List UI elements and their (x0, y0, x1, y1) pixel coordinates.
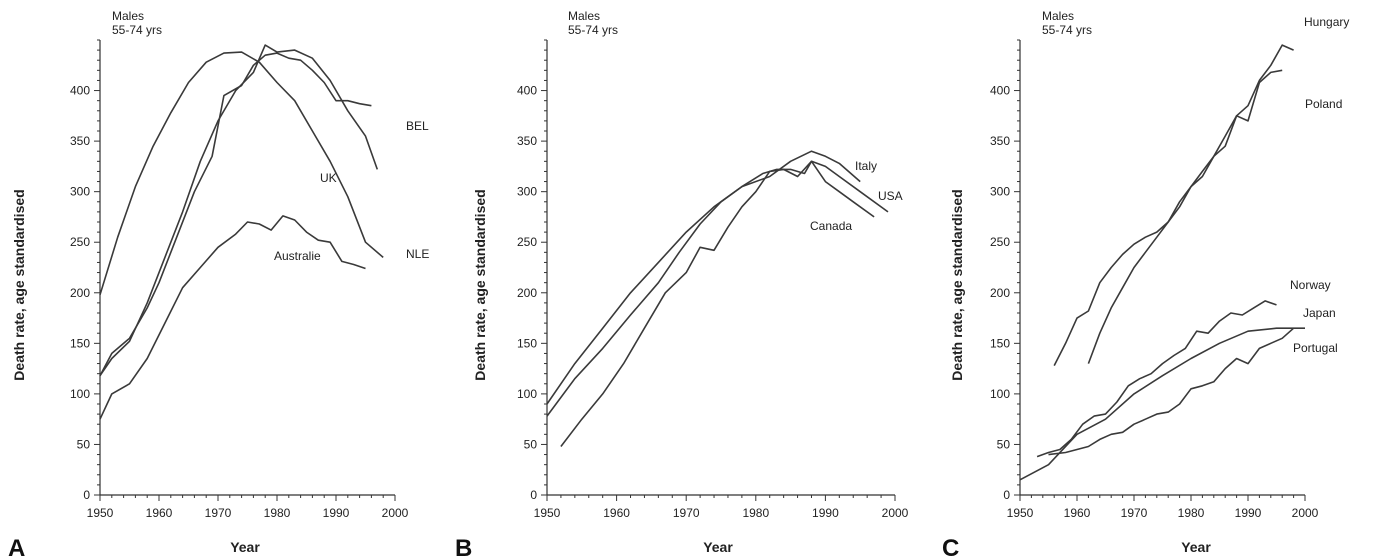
y-tick-label: 300 (517, 185, 537, 199)
y-tick-label: 50 (997, 437, 1011, 451)
y-axis-title: Death rate, age standardised (949, 189, 965, 380)
x-axis-title: Year (230, 539, 260, 555)
y-axis-title: Death rate, age standardised (11, 189, 27, 380)
y-tick-label: 350 (990, 134, 1010, 148)
panel-annotation-line: 55-74 yrs (1042, 23, 1092, 37)
series-label-portugal: Portugal (1293, 341, 1338, 355)
series-line-usa (546, 160, 889, 417)
series-line-canada (560, 160, 875, 447)
chart-panel-c: 0 50 100 150 200 250 300 350 400 1950 1960 1970 1980… (942, 9, 1349, 558)
chart-panel-a: 0 50 100 150 200 250 300 350 400 1950 1960 1970 1980… (8, 9, 429, 558)
panel-letter: C (942, 535, 959, 558)
y-tick-label: 200 (70, 286, 90, 300)
series-label-norway: Norway (1290, 278, 1331, 292)
chart-panel-b: 0 50 100 150 200 250 300 350 400 1950 1960 1970 1980… (455, 9, 909, 558)
x-tick-label: 1980 (264, 506, 291, 520)
panel-annotation-line: 55-74 yrs (568, 23, 618, 37)
x-axis-title: Year (703, 539, 733, 555)
y-tick-label: 100 (990, 387, 1010, 401)
x-tick-label: 1990 (1235, 506, 1262, 520)
y-tick-label: 200 (990, 286, 1010, 300)
series-label-usa: USA (878, 189, 903, 203)
x-tick-label: 1960 (1064, 506, 1091, 520)
series-line-norway (1036, 300, 1277, 458)
x-tick-label: 1980 (1178, 506, 1205, 520)
panel-annotation: Males 55-74 yrs (568, 9, 618, 37)
x-tick-label: 1950 (87, 506, 114, 520)
y-tick-label: 50 (77, 437, 91, 451)
series-label-hungary: Hungary (1304, 15, 1349, 29)
y-tick-label: 0 (1003, 488, 1010, 502)
x-tick-label: 1950 (534, 506, 561, 520)
x-tick-label: 1950 (1007, 506, 1034, 520)
x-tick-label: 1990 (323, 506, 350, 520)
y-tick-label: 300 (990, 185, 1010, 199)
y-tick-label: 150 (990, 336, 1010, 350)
y-tick-label: 150 (70, 336, 90, 350)
series-label-uk: UK (320, 171, 337, 185)
x-tick-label: 1960 (146, 506, 173, 520)
x-tick-label: 2000 (1292, 506, 1319, 520)
y-tick-label: 0 (83, 488, 90, 502)
series-label-japan: Japan (1303, 306, 1336, 320)
series-label-australie: Australie (274, 249, 321, 263)
panel-annotation-line: Males (568, 9, 600, 23)
y-tick-label: 250 (990, 235, 1010, 249)
x-tick-label: 1970 (205, 506, 232, 520)
series-label-nle: NLE (406, 247, 429, 261)
panel-annotation: Males 55-74 yrs (1042, 9, 1092, 37)
panel-annotation: Males 55-74 yrs (112, 9, 162, 37)
panel-annotation-line: 55-74 yrs (112, 23, 162, 37)
series-label-poland: Poland (1305, 97, 1342, 111)
y-tick-label: 400 (990, 84, 1010, 98)
y-tick-label: 100 (70, 387, 90, 401)
series-line-australie (99, 215, 366, 420)
y-tick-label: 0 (530, 488, 537, 502)
y-tick-label: 350 (70, 134, 90, 148)
x-axis-title: Year (1181, 539, 1211, 555)
series-line-italy (546, 150, 861, 405)
panel-letter: A (8, 535, 25, 558)
y-tick-label: 400 (70, 84, 90, 98)
panel-annotation-line: Males (1042, 9, 1074, 23)
series-line-nle (99, 44, 379, 377)
series-label-bel: BEL (406, 119, 429, 133)
x-tick-label: 2000 (882, 506, 909, 520)
x-tick-label: 1970 (673, 506, 700, 520)
x-tick-label: 1990 (812, 506, 839, 520)
x-tick-label: 1980 (742, 506, 769, 520)
x-tick-label: 1960 (603, 506, 630, 520)
series-line-uk (99, 51, 384, 296)
y-tick-label: 400 (517, 84, 537, 98)
panel-annotation-line: Males (112, 9, 144, 23)
y-tick-label: 150 (517, 336, 537, 350)
y-tick-label: 50 (524, 437, 538, 451)
y-axis-title: Death rate, age standardised (472, 189, 488, 380)
y-tick-label: 250 (517, 235, 537, 249)
x-tick-label: 1970 (1121, 506, 1148, 520)
series-label-canada: Canada (810, 219, 852, 233)
series-line-poland (1087, 69, 1283, 364)
y-tick-label: 100 (517, 387, 537, 401)
series-line-japan (1019, 327, 1305, 481)
series-line-hungary (1053, 44, 1294, 366)
y-tick-label: 350 (517, 134, 537, 148)
panel-letter: B (455, 535, 472, 558)
series-line-bel (99, 52, 372, 377)
series-label-italy: Italy (855, 159, 877, 173)
y-tick-label: 200 (517, 286, 537, 300)
y-tick-label: 250 (70, 235, 90, 249)
series-line-portugal (1048, 327, 1295, 456)
x-tick-label: 2000 (382, 506, 409, 520)
y-tick-label: 300 (70, 185, 90, 199)
